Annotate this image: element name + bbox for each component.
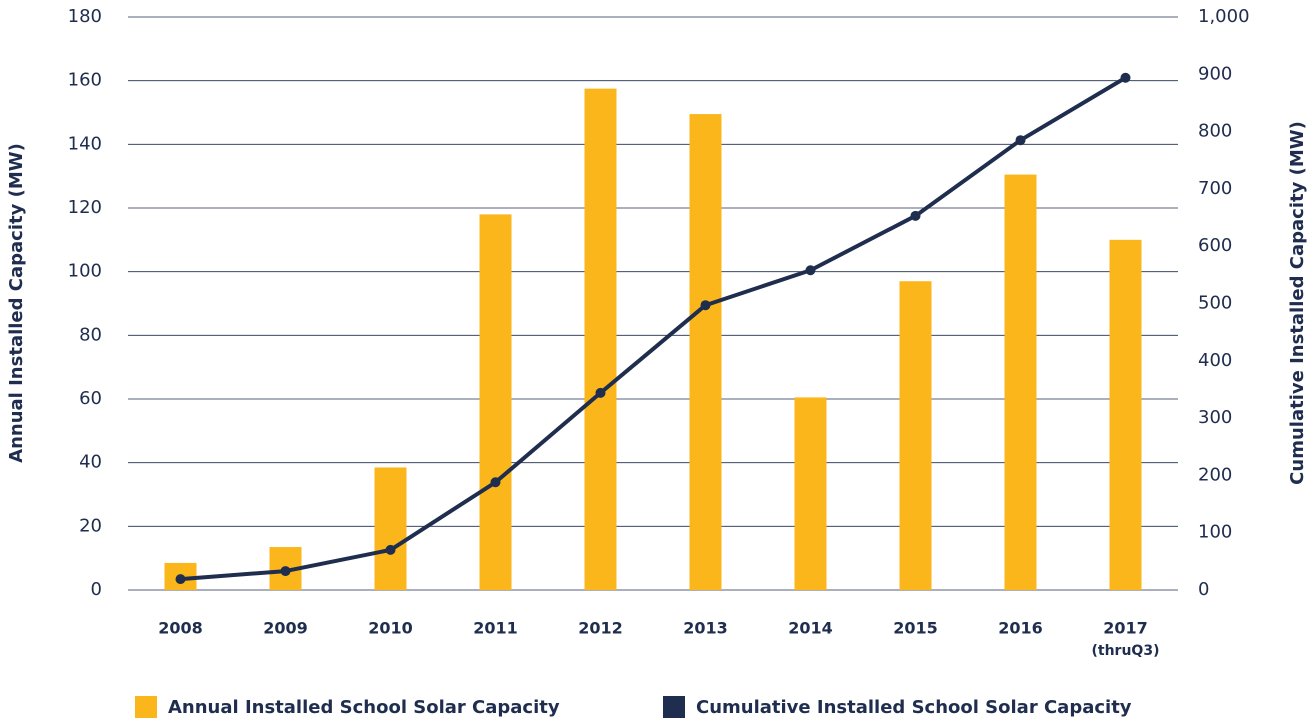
line-point [805, 265, 816, 276]
x-tick-label: 2017 [1103, 619, 1148, 638]
line-point [595, 387, 606, 398]
x-tick-label: 2010 [368, 619, 413, 638]
legend-swatch [135, 696, 157, 718]
y-tick-label: 80 [79, 324, 102, 345]
line-point [700, 300, 711, 311]
y-tick-label: 100 [68, 261, 102, 282]
bar [689, 114, 722, 590]
bar [374, 467, 407, 590]
x-tick-label: 2009 [263, 619, 308, 638]
y-tick-label: 60 [79, 388, 102, 409]
x-tick-label: 2015 [893, 619, 938, 638]
line-point [1015, 135, 1026, 146]
bar [1004, 174, 1037, 590]
line-point [385, 544, 396, 555]
line-point [1120, 72, 1131, 83]
bar [479, 214, 512, 590]
bar [584, 88, 617, 590]
y2-tick-label: 1,000 [1198, 6, 1250, 27]
annotation: (thruQ3) [1092, 643, 1160, 659]
y2-tick-label: 0 [1198, 579, 1209, 600]
y-axis-label: Annual Installed Capacity (MW) [6, 143, 27, 463]
y2-tick-label: 400 [1198, 350, 1232, 371]
y-tick-label: 140 [68, 133, 102, 154]
x-tick-label: 2016 [998, 619, 1043, 638]
y2-tick-label: 700 [1198, 178, 1232, 199]
y2-tick-label: 300 [1198, 407, 1232, 428]
line-point [490, 477, 501, 488]
bar [899, 281, 932, 590]
y-tick-label: 40 [79, 452, 102, 473]
line-point [910, 210, 921, 221]
y2-tick-label: 900 [1198, 63, 1232, 84]
y2-tick-label: 800 [1198, 121, 1232, 142]
y2-tick-label: 500 [1198, 293, 1232, 314]
legend-label: Cumulative Installed School Solar Capaci… [696, 697, 1132, 718]
y-tick-label: 20 [79, 515, 102, 536]
y-tick-label: 0 [91, 579, 102, 600]
y2-tick-label: 200 [1198, 464, 1232, 485]
y-tick-label: 120 [68, 197, 102, 218]
x-tick-label: 2008 [158, 619, 203, 638]
legend-swatch [663, 696, 685, 718]
y-tick-label: 160 [68, 70, 102, 91]
x-tick-label: 2013 [683, 619, 728, 638]
bar [794, 397, 827, 590]
line [180, 76, 1127, 582]
x-tick-label: 2011 [473, 619, 518, 638]
line-point [280, 566, 291, 577]
legend-label: Annual Installed School Solar Capacity [168, 697, 560, 718]
line-point [175, 574, 186, 585]
y2-tick-label: 100 [1198, 522, 1232, 543]
bar [1109, 239, 1142, 591]
y2-tick-label: 600 [1198, 235, 1232, 256]
x-tick-label: 2012 [578, 619, 623, 638]
x-tick-label: 2014 [788, 619, 833, 638]
y2-axis-label: Cumulative Installed Capacity (MW) [1287, 121, 1308, 485]
y-tick-label: 180 [68, 6, 102, 27]
